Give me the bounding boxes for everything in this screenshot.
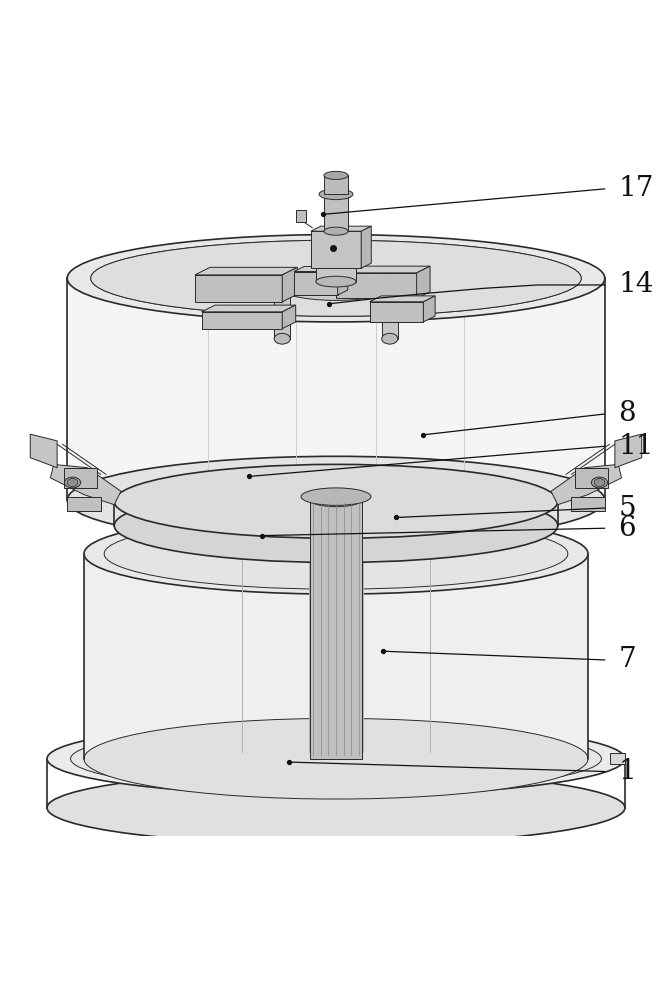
Ellipse shape <box>67 478 78 487</box>
Ellipse shape <box>104 518 568 589</box>
Ellipse shape <box>274 333 290 344</box>
Polygon shape <box>310 226 371 231</box>
Polygon shape <box>423 296 435 322</box>
Bar <box>382 278 398 339</box>
Bar <box>324 194 348 231</box>
Text: 14: 14 <box>618 271 654 298</box>
Polygon shape <box>84 554 588 759</box>
Polygon shape <box>64 468 97 488</box>
Bar <box>310 500 362 759</box>
Ellipse shape <box>71 725 601 792</box>
Polygon shape <box>575 468 608 488</box>
Ellipse shape <box>594 478 605 487</box>
Bar <box>316 268 356 282</box>
Ellipse shape <box>272 267 400 300</box>
Polygon shape <box>282 305 296 329</box>
Ellipse shape <box>91 240 581 316</box>
Polygon shape <box>202 305 296 312</box>
Ellipse shape <box>65 477 81 488</box>
Bar <box>274 278 290 339</box>
Ellipse shape <box>316 276 356 287</box>
Polygon shape <box>337 266 348 295</box>
Ellipse shape <box>288 268 384 291</box>
Text: 5: 5 <box>618 495 636 522</box>
Ellipse shape <box>47 771 625 845</box>
Polygon shape <box>67 497 101 511</box>
Text: 1: 1 <box>618 758 636 785</box>
Polygon shape <box>202 312 282 329</box>
Polygon shape <box>282 267 297 302</box>
Polygon shape <box>362 226 371 268</box>
Bar <box>324 175 348 194</box>
Ellipse shape <box>91 240 581 316</box>
Polygon shape <box>294 272 337 295</box>
Ellipse shape <box>310 493 362 507</box>
Polygon shape <box>551 464 622 505</box>
Polygon shape <box>30 434 57 468</box>
Ellipse shape <box>324 227 348 235</box>
Polygon shape <box>417 266 430 298</box>
Polygon shape <box>67 278 605 500</box>
Ellipse shape <box>301 488 371 505</box>
Ellipse shape <box>591 477 607 488</box>
Ellipse shape <box>84 513 588 594</box>
Polygon shape <box>195 267 297 275</box>
Ellipse shape <box>324 171 348 179</box>
Text: 17: 17 <box>618 175 654 202</box>
Ellipse shape <box>114 464 558 538</box>
Bar <box>296 210 306 222</box>
Bar <box>610 753 625 764</box>
Text: 8: 8 <box>618 400 636 427</box>
Text: 11: 11 <box>618 433 654 460</box>
Polygon shape <box>195 275 282 302</box>
Polygon shape <box>370 296 435 302</box>
Ellipse shape <box>67 235 605 322</box>
Ellipse shape <box>319 189 353 200</box>
Polygon shape <box>50 464 121 505</box>
Ellipse shape <box>114 489 558 562</box>
Ellipse shape <box>47 722 625 796</box>
Ellipse shape <box>84 718 588 799</box>
Text: 6: 6 <box>618 515 636 542</box>
Polygon shape <box>370 302 423 322</box>
Polygon shape <box>336 273 417 298</box>
Polygon shape <box>336 266 430 273</box>
Polygon shape <box>294 266 348 272</box>
Ellipse shape <box>67 456 605 544</box>
Polygon shape <box>310 231 362 268</box>
Ellipse shape <box>382 333 398 344</box>
Ellipse shape <box>324 190 348 198</box>
Polygon shape <box>571 497 605 511</box>
Polygon shape <box>615 434 642 468</box>
Text: 7: 7 <box>618 646 636 673</box>
